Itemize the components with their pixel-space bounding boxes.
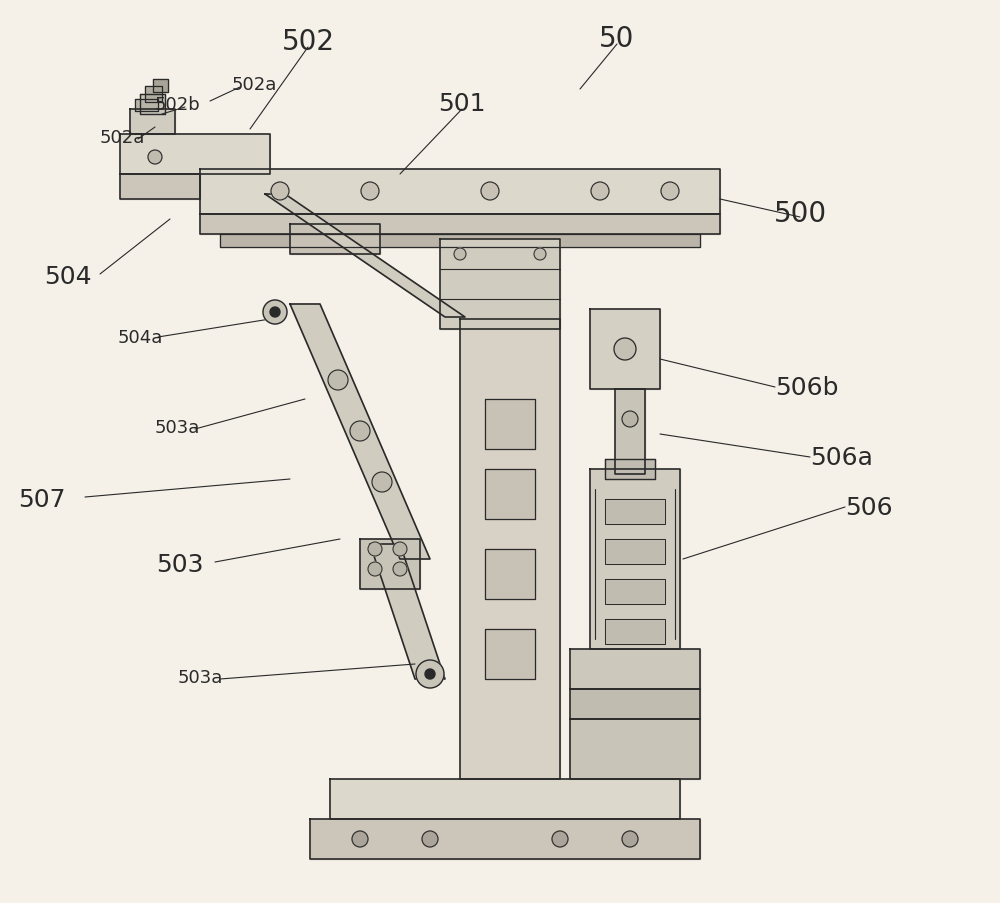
Text: 506b: 506b [775,376,838,399]
Polygon shape [605,499,665,525]
Circle shape [614,339,636,360]
Polygon shape [605,539,665,564]
Circle shape [271,182,289,200]
Polygon shape [290,304,430,559]
Polygon shape [590,310,660,389]
Polygon shape [135,100,158,112]
Polygon shape [605,619,665,644]
Polygon shape [360,539,420,590]
Circle shape [591,182,609,200]
Circle shape [368,543,382,556]
Circle shape [372,472,392,492]
Polygon shape [605,460,655,479]
Circle shape [350,422,370,442]
Circle shape [622,831,638,847]
Circle shape [352,831,368,847]
Text: 507: 507 [18,488,66,511]
Polygon shape [265,195,465,318]
Text: 501: 501 [438,92,486,116]
Polygon shape [120,135,270,175]
Polygon shape [590,470,680,649]
Circle shape [622,412,638,427]
Polygon shape [485,629,535,679]
Circle shape [454,248,466,261]
Polygon shape [290,225,380,255]
Polygon shape [460,320,560,779]
Circle shape [552,831,568,847]
Text: 503a: 503a [155,418,200,436]
Text: 502a: 502a [232,76,277,94]
Polygon shape [370,545,445,679]
Polygon shape [485,549,535,600]
Circle shape [416,660,444,688]
Text: 506a: 506a [810,445,873,470]
Text: 503: 503 [156,553,204,576]
Polygon shape [220,235,700,247]
Polygon shape [140,95,165,115]
Text: 502b: 502b [155,96,201,114]
Polygon shape [605,580,665,604]
Polygon shape [145,87,162,103]
Polygon shape [200,215,720,235]
Circle shape [263,301,287,325]
Polygon shape [570,719,700,779]
Polygon shape [330,779,680,819]
Text: 50: 50 [599,25,635,53]
Text: 504: 504 [44,265,92,289]
Text: 503a: 503a [178,668,223,686]
Circle shape [328,370,348,391]
Circle shape [368,563,382,576]
Polygon shape [200,170,720,215]
Text: 504a: 504a [118,329,163,347]
Circle shape [534,248,546,261]
Circle shape [270,308,280,318]
Circle shape [393,563,407,576]
Text: 502a: 502a [100,129,145,147]
Circle shape [393,543,407,556]
Text: 502: 502 [282,28,335,56]
Polygon shape [615,389,645,474]
Text: 500: 500 [773,200,827,228]
Polygon shape [120,175,200,200]
Polygon shape [570,689,700,719]
Polygon shape [570,649,700,689]
Circle shape [661,182,679,200]
Polygon shape [485,399,535,450]
Circle shape [361,182,379,200]
Circle shape [481,182,499,200]
Polygon shape [485,470,535,519]
Circle shape [422,831,438,847]
Text: 506: 506 [845,496,893,519]
Polygon shape [153,79,168,93]
Polygon shape [130,110,175,135]
Polygon shape [440,239,560,330]
Circle shape [425,669,435,679]
Polygon shape [310,819,700,859]
Circle shape [148,151,162,165]
